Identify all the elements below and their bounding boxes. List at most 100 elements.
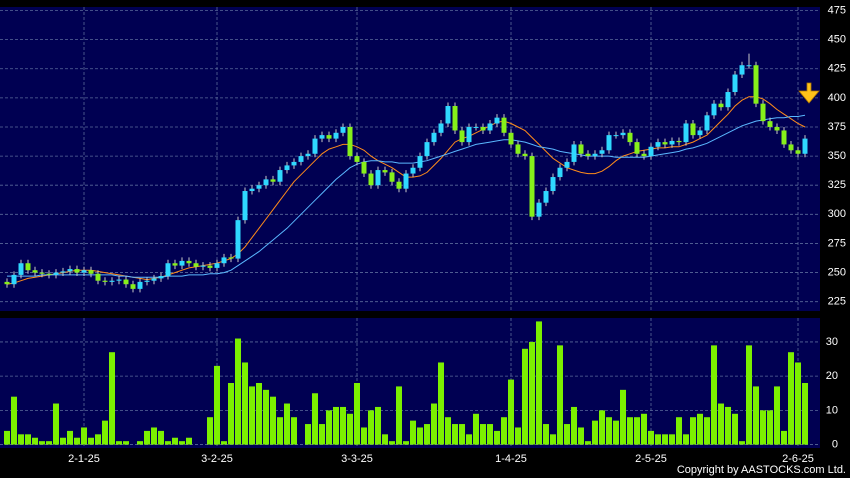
volume-bar — [291, 417, 297, 445]
candle-body — [389, 172, 395, 182]
volume-bar — [403, 441, 409, 445]
volume-bar — [669, 434, 675, 445]
candle-body — [116, 279, 122, 281]
volume-bar — [627, 417, 633, 445]
candle-body — [585, 153, 591, 157]
volume-tick-label: 20 — [826, 370, 838, 382]
candle-body — [95, 273, 101, 281]
candle-body — [263, 179, 269, 186]
candle-body — [130, 284, 136, 289]
volume-bar — [515, 427, 521, 445]
candle-body — [424, 142, 430, 157]
volume-bar — [648, 430, 654, 445]
volume-bar — [557, 345, 563, 445]
candle-body — [319, 135, 325, 139]
volume-bar — [4, 430, 10, 445]
volume-bar — [592, 420, 598, 445]
volume-bar — [88, 437, 94, 445]
candle-body — [613, 135, 619, 137]
volume-tick-label: 10 — [826, 404, 838, 416]
candle-body — [620, 132, 626, 136]
candle-body — [697, 130, 703, 136]
candle-body — [641, 153, 647, 157]
volume-bar — [389, 441, 395, 445]
candle-body — [732, 74, 738, 93]
volume-bar — [312, 393, 318, 445]
x-tick-label: 2-5-25 — [635, 453, 667, 465]
volume-bar — [235, 338, 241, 445]
candle-body — [760, 103, 766, 122]
candle-body — [172, 263, 178, 266]
candle-body — [508, 132, 514, 145]
volume-bar — [788, 352, 794, 445]
candle-body — [550, 177, 556, 192]
volume-bar — [774, 386, 780, 445]
volume-bar — [340, 406, 346, 445]
volume-bar — [795, 362, 801, 445]
candle-body — [725, 92, 731, 108]
volume-bar — [522, 348, 528, 445]
volume-bar — [760, 410, 766, 445]
volume-bar — [585, 441, 591, 445]
volume-bar — [221, 441, 227, 445]
y-tick-label: 425 — [828, 63, 846, 75]
candle-body — [788, 144, 794, 151]
volume-bar — [123, 441, 129, 445]
volume-bar — [11, 396, 17, 445]
volume-bar — [704, 417, 710, 445]
candle-body — [417, 156, 423, 168]
volume-bar — [305, 424, 311, 445]
candle-body — [676, 140, 682, 143]
y-tick-label: 450 — [828, 34, 846, 46]
candle-body — [592, 153, 598, 157]
candle-body — [151, 278, 157, 281]
volume-bar — [697, 413, 703, 445]
volume-bar — [753, 386, 759, 445]
volume-bar — [431, 403, 437, 445]
candle-body — [536, 202, 542, 217]
candle-body — [578, 144, 584, 154]
candle-body — [18, 263, 24, 275]
volume-bar — [746, 345, 752, 445]
candle-body — [543, 191, 549, 203]
candle-body — [473, 126, 479, 128]
candle-body — [53, 272, 59, 275]
candle-body — [753, 65, 759, 104]
volume-bar — [207, 417, 213, 445]
volume-bar — [683, 434, 689, 445]
x-tick-label: 1-4-25 — [495, 453, 527, 465]
volume-bar — [228, 383, 234, 445]
candle-body — [39, 272, 45, 274]
candle-body — [179, 260, 185, 266]
volume-tick-label: 30 — [826, 336, 838, 348]
moving-average-line — [7, 114, 806, 278]
volume-bar — [151, 427, 157, 445]
volume-bar — [25, 434, 31, 445]
candle-body — [683, 123, 689, 143]
volume-bar — [361, 427, 367, 445]
volume-bar — [711, 345, 717, 445]
candle-body — [291, 161, 297, 166]
volume-bar — [606, 417, 612, 445]
candle-body — [410, 167, 416, 174]
volume-bar — [739, 441, 745, 445]
candle-body — [46, 273, 52, 275]
volume-bar — [179, 441, 185, 445]
candle-body — [795, 150, 801, 154]
candle-body — [557, 167, 563, 178]
candle-body — [375, 170, 381, 186]
y-tick-label: 250 — [828, 266, 846, 278]
candle-body — [207, 265, 213, 268]
volume-bar — [81, 427, 87, 445]
candle-body — [326, 135, 332, 139]
volume-bar — [620, 389, 626, 445]
volume-bar — [137, 441, 143, 445]
volume-bar — [354, 383, 360, 445]
candle-body — [298, 156, 304, 162]
candle-body — [88, 270, 94, 274]
candle-body — [165, 263, 171, 277]
candle-body — [746, 65, 752, 67]
volume-bar — [662, 434, 668, 445]
volume-tick-label: 0 — [832, 438, 838, 450]
